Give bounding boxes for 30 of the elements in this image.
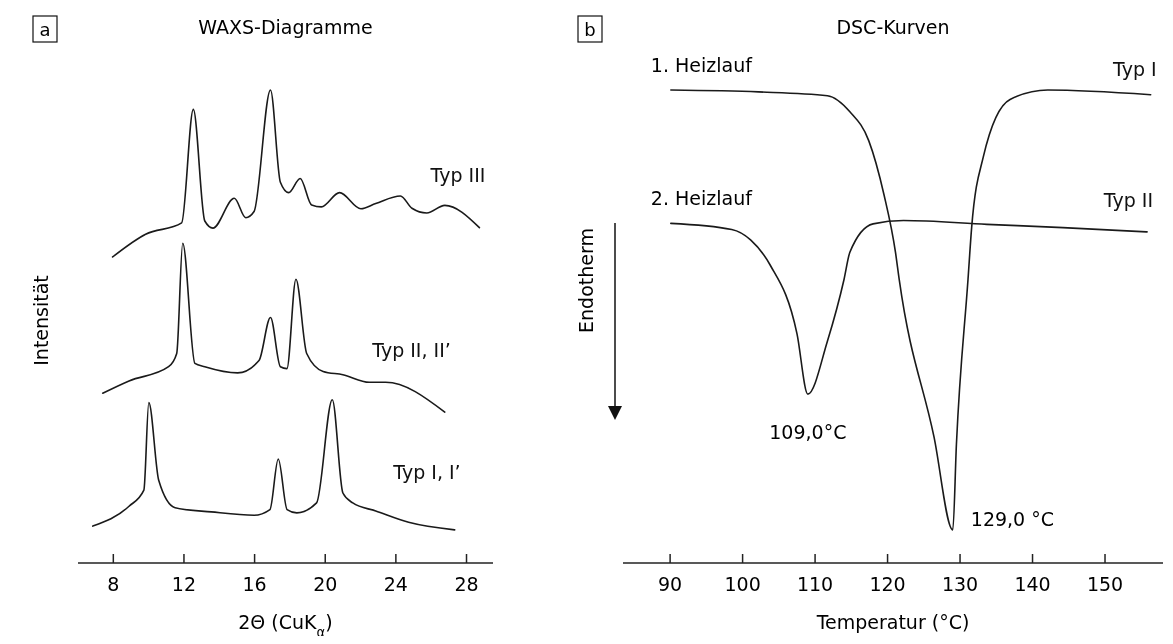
x-tick-label: 150	[1086, 573, 1124, 595]
chart-title: WAXS-Diagramme	[198, 16, 373, 38]
x-tick-label: 110	[796, 573, 834, 595]
x-tick-label: 140	[1014, 573, 1051, 595]
x-tick-label: 120	[869, 573, 906, 595]
annotation: 1. Heizlauf	[650, 54, 754, 76]
annotation: 2. Heizlauf	[650, 187, 754, 210]
x-tick-label: 12	[171, 573, 197, 595]
x-tick-label: 8	[107, 573, 120, 595]
x-tick-label: 20	[313, 573, 338, 595]
chart-title: DSC-Kurven	[836, 16, 950, 38]
y-axis-title: Endotherm	[575, 228, 597, 333]
x-tick-label: 100	[724, 573, 761, 595]
x-tick-label: 28	[454, 573, 479, 595]
x-axis-title: Temperatur (°C)	[815, 611, 970, 633]
x-tick-label: 130	[941, 573, 979, 595]
annotation: 109,0°C	[769, 421, 847, 444]
x-tick-label: 16	[242, 573, 267, 595]
series-label: Typ III	[429, 163, 486, 186]
x-tick-label: 24	[383, 573, 408, 595]
series-label: Typ I	[1112, 58, 1157, 80]
y-axis-title: Intensität	[30, 275, 52, 366]
annotation: 129,0 °C	[970, 507, 1054, 530]
series-label: Typ II	[1102, 188, 1154, 211]
series-label: Typ I, I’	[392, 461, 461, 483]
text: a	[39, 19, 51, 40]
x-tick-label: 90	[658, 573, 683, 595]
x-axis-title: 2Θ (CuK$_{α}$)	[238, 611, 333, 640]
text: b	[584, 19, 596, 40]
series-label: Typ II, II’	[371, 339, 451, 362]
